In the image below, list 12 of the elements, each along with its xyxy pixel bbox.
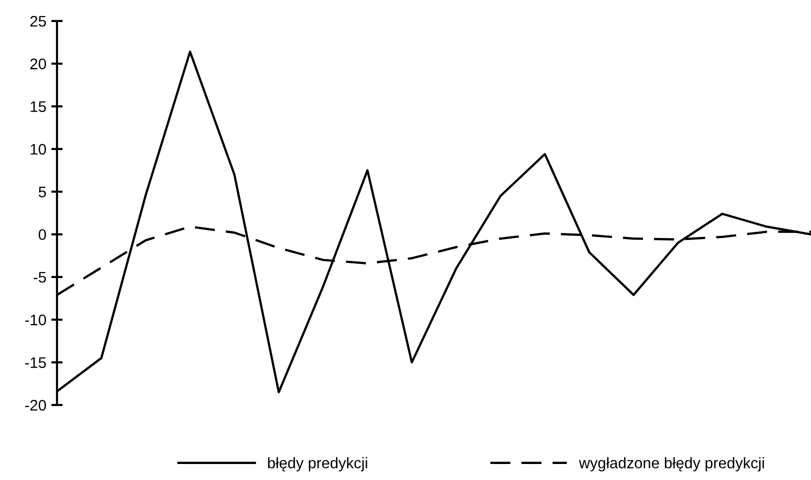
y-tick-label: -20 bbox=[25, 400, 46, 411]
y-tick-label: 20 bbox=[30, 58, 46, 70]
y-tick-label: 10 bbox=[30, 144, 46, 155]
y-tick-label: 5 bbox=[38, 186, 46, 198]
legend-label: błędy predykcji bbox=[268, 457, 368, 472]
y-tick-label: 15 bbox=[30, 101, 46, 112]
y-tick-label: -5 bbox=[34, 272, 46, 283]
legend-label: wygładzone błędy predykcji bbox=[578, 457, 764, 472]
y-tick-label: -10 bbox=[25, 314, 46, 326]
y-tick-label: 25 bbox=[30, 16, 46, 27]
y-tick-label: 0 bbox=[38, 229, 46, 240]
y-tick-label: -15 bbox=[25, 357, 46, 368]
